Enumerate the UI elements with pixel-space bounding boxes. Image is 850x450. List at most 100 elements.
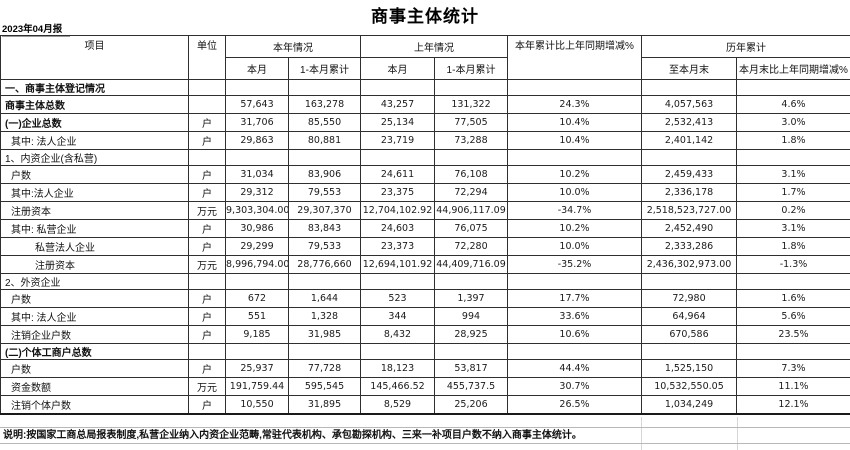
header-prev-month[interactable]: 本月 [360,57,435,80]
value-cell[interactable]: 79,533 [288,237,361,256]
unit-cell[interactable] [188,273,226,290]
value-cell[interactable]: 163,278 [288,95,361,114]
value-cell[interactable] [434,149,508,166]
value-cell[interactable] [507,343,642,360]
value-cell[interactable]: 0.2% [736,201,850,220]
value-cell[interactable] [641,79,737,96]
value-cell[interactable] [360,273,435,290]
value-cell[interactable]: 8,996,794.00 [225,255,289,274]
header-prev-month-cum[interactable]: 1-本月累计 [434,57,508,80]
value-cell[interactable]: 1,397 [434,289,508,308]
value-cell[interactable]: 12,704,102.92 [360,201,435,220]
row-label[interactable]: 户数 [0,289,189,308]
value-cell[interactable] [434,79,508,96]
value-cell[interactable] [736,79,850,96]
header-cur-month-cum[interactable]: 1-本月累计 [288,57,361,80]
value-cell[interactable]: 76,075 [434,219,508,238]
value-cell[interactable]: 1.6% [736,289,850,308]
unit-cell[interactable]: 户 [188,219,226,238]
value-cell[interactable] [225,149,289,166]
value-cell[interactable] [507,79,642,96]
value-cell[interactable]: 76,108 [434,165,508,184]
value-cell[interactable]: 10.6% [507,325,642,344]
value-cell[interactable]: 1,034,249 [641,395,737,414]
value-cell[interactable]: 83,843 [288,219,361,238]
unit-cell[interactable]: 户 [188,165,226,184]
value-cell[interactable] [225,79,289,96]
value-cell[interactable]: 2,459,433 [641,165,737,184]
value-cell[interactable]: 28,776,660 [288,255,361,274]
unit-cell[interactable]: 万元 [188,377,226,396]
value-cell[interactable] [507,149,642,166]
value-cell[interactable]: -34.7% [507,201,642,220]
value-cell[interactable] [288,79,361,96]
value-cell[interactable]: 10.4% [507,131,642,150]
value-cell[interactable] [288,343,361,360]
value-cell[interactable]: 344 [360,307,435,326]
value-cell[interactable] [360,79,435,96]
row-label[interactable]: 注册资本 [0,201,189,220]
unit-cell[interactable] [188,79,226,96]
value-cell[interactable]: 23,375 [360,183,435,202]
value-cell[interactable]: 64,964 [641,307,737,326]
header-unit[interactable]: 单位 [188,35,226,80]
row-label[interactable]: 注册资本 [0,255,189,274]
value-cell[interactable]: 7.3% [736,359,850,378]
value-cell[interactable]: 29,863 [225,131,289,150]
value-cell[interactable]: 145,466.52 [360,377,435,396]
value-cell[interactable]: 31,985 [288,325,361,344]
header-month-end-yoy[interactable]: 本月末比上年同期增减% [736,57,850,80]
value-cell[interactable]: 8,432 [360,325,435,344]
value-cell[interactable]: 9,185 [225,325,289,344]
value-cell[interactable] [434,343,508,360]
value-cell[interactable]: 1.8% [736,131,850,150]
unit-cell[interactable]: 户 [188,359,226,378]
unit-cell[interactable]: 户 [188,113,226,132]
value-cell[interactable]: 53,817 [434,359,508,378]
unit-cell[interactable]: 万元 [188,201,226,220]
header-item[interactable]: 项目 [0,35,189,80]
value-cell[interactable]: 8,529 [360,395,435,414]
value-cell[interactable]: 3.0% [736,113,850,132]
value-cell[interactable] [641,273,737,290]
value-cell[interactable]: 191,759.44 [225,377,289,396]
row-label[interactable]: (二)个体工商户总数 [0,343,189,360]
unit-cell[interactable] [188,343,226,360]
value-cell[interactable]: 43,257 [360,95,435,114]
row-label[interactable]: (一)企业总数 [0,113,189,132]
value-cell[interactable]: 23,373 [360,237,435,256]
value-cell[interactable] [434,273,508,290]
row-label[interactable]: 2、外资企业 [0,273,189,290]
unit-cell[interactable] [188,95,226,114]
value-cell[interactable]: 131,322 [434,95,508,114]
unit-cell[interactable]: 户 [188,237,226,256]
value-cell[interactable]: 80,881 [288,131,361,150]
value-cell[interactable]: 2,452,490 [641,219,737,238]
value-cell[interactable]: 2,518,523,727.00 [641,201,737,220]
value-cell[interactable]: 25,206 [434,395,508,414]
unit-cell[interactable]: 户 [188,131,226,150]
value-cell[interactable]: 2,333,286 [641,237,737,256]
value-cell[interactable]: 12,694,101.92 [360,255,435,274]
value-cell[interactable]: 10.4% [507,113,642,132]
value-cell[interactable]: 11.1% [736,377,850,396]
value-cell[interactable]: 9,303,304.00 [225,201,289,220]
value-cell[interactable]: -1.3% [736,255,850,274]
value-cell[interactable]: 4,057,563 [641,95,737,114]
unit-cell[interactable] [188,149,226,166]
value-cell[interactable]: 2,436,302,973.00 [641,255,737,274]
row-label[interactable]: 1、内资企业(含私营) [0,149,189,166]
value-cell[interactable]: 10,550 [225,395,289,414]
row-label[interactable]: 其中:法人企业 [0,183,189,202]
value-cell[interactable]: 994 [434,307,508,326]
value-cell[interactable]: 3.1% [736,165,850,184]
value-cell[interactable]: 73,288 [434,131,508,150]
value-cell[interactable]: 77,728 [288,359,361,378]
unit-cell[interactable]: 户 [188,289,226,308]
value-cell[interactable]: 455,737.5 [434,377,508,396]
value-cell[interactable]: 44,906,117.09 [434,201,508,220]
value-cell[interactable] [736,149,850,166]
value-cell[interactable]: 29,312 [225,183,289,202]
value-cell[interactable]: 1,525,150 [641,359,737,378]
value-cell[interactable]: 1.7% [736,183,850,202]
